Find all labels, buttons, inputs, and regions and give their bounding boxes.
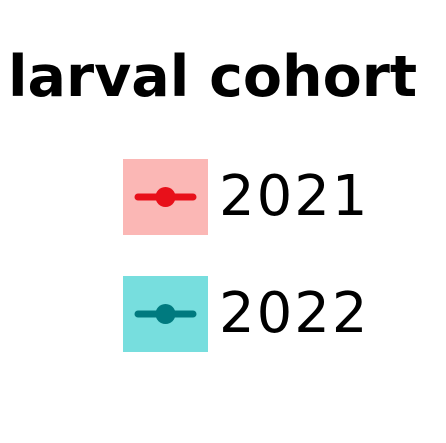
legend-point-2022 [155, 304, 176, 324]
legend-title: larval cohort [8, 44, 418, 110]
legend-label-2022: 2022 [219, 281, 370, 346]
legend-entry-2021: 2021 [123, 159, 423, 235]
legend-swatch-2021 [123, 159, 208, 235]
legend-key-2022 [123, 276, 208, 352]
legend-swatch-2022 [123, 276, 208, 352]
legend-entry-2022: 2022 [123, 276, 423, 352]
legend-key-2021 [123, 159, 208, 235]
legend-label-2021: 2021 [219, 164, 370, 229]
legend-point-2021 [155, 187, 176, 207]
